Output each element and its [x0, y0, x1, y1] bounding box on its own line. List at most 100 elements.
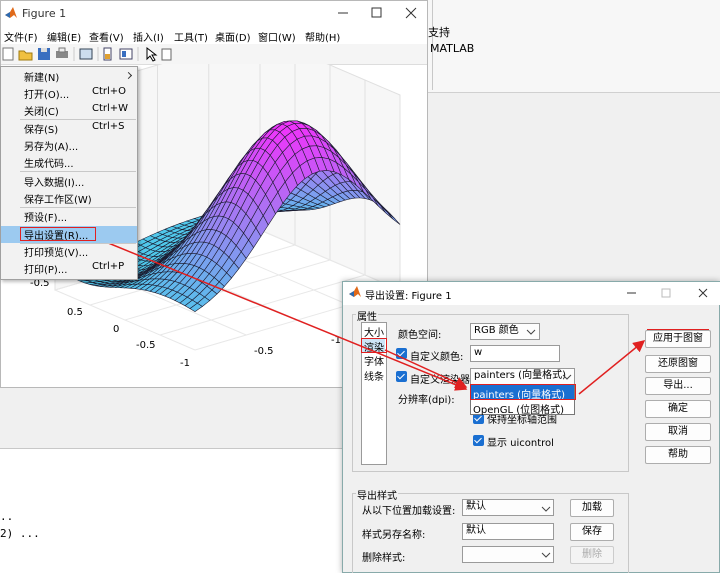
dialog-controls[interactable] [620, 284, 720, 302]
menu-item[interactable]: 导入数据(I)... [24, 178, 85, 189]
tick-label: 0 [113, 324, 120, 335]
highlight-box [20, 227, 96, 241]
menu-item[interactable]: 插入(I) [133, 33, 164, 44]
tick-label: -0.5 [254, 346, 274, 357]
field-label: 分辨率(dpi): [398, 395, 455, 406]
group-title: 属性 [356, 308, 378, 323]
plot-shape [189, 302, 203, 312]
window-controls[interactable] [330, 4, 425, 22]
menu-shortcut: Ctrl+S [92, 121, 125, 132]
button[interactable]: 应用于图窗 [645, 330, 711, 348]
button[interactable]: 保存 [570, 523, 614, 541]
tick-label: -1 [180, 358, 190, 369]
checkbox[interactable] [396, 348, 407, 359]
tick-label: -1 [331, 335, 341, 346]
matlab-toolstrip [428, 0, 720, 93]
dropdown-arrow [541, 552, 551, 558]
field-label: 颜色空间: [398, 330, 442, 341]
plot-shape [124, 259, 331, 321]
field-label: 样式另存名称: [362, 530, 426, 541]
menu-shortcut: Ctrl+O [92, 86, 127, 97]
dialog-title: 导出设置: Figure 1 [365, 291, 452, 302]
menu-separator [20, 207, 136, 208]
menu-item[interactable]: 桌面(D) [215, 33, 251, 44]
menu-item[interactable]: 打印(P)... [24, 265, 68, 276]
checkbox[interactable] [473, 435, 484, 446]
checkbox[interactable] [473, 413, 484, 424]
menu-item[interactable]: 编辑(E) [47, 33, 82, 44]
menu-item[interactable]: 导出设置(R)... [24, 231, 89, 242]
menu-item[interactable]: 打开(O)... [24, 90, 70, 101]
dropdown[interactable] [462, 546, 554, 563]
field-label: 删除样式: [362, 553, 406, 564]
menu-item[interactable]: 查看(V) [89, 33, 124, 44]
plot-shape [54, 289, 196, 351]
button[interactable]: 帮助 [645, 446, 711, 464]
highlight-box [361, 338, 387, 353]
dropdown-arrow [541, 506, 551, 512]
checkbox[interactable] [396, 371, 407, 382]
menu-item[interactable]: 关闭(C) [24, 107, 59, 118]
menu-item[interactable]: 预设(F)... [24, 213, 68, 224]
menu-highlight [1, 226, 137, 243]
text-input[interactable]: w [470, 345, 560, 362]
option-selection [471, 385, 574, 399]
dropdown[interactable]: RGB 颜色 [470, 323, 540, 340]
list-item[interactable]: 渲染 [364, 343, 384, 354]
command-line: .. [0, 510, 14, 523]
plot-shape [259, 229, 401, 291]
menu-item[interactable]: 保存工作区(W) [24, 195, 92, 206]
toolbar-text: MATLAB [430, 42, 475, 55]
dropdown-arrow [562, 374, 572, 380]
text-input[interactable]: 默认 [462, 523, 554, 540]
highlight-box [470, 384, 576, 400]
dropdown[interactable]: 默认 [462, 499, 554, 516]
button[interactable]: 加载 [570, 499, 614, 517]
dropdown-option[interactable]: painters (向量格式) [473, 390, 565, 401]
menu-shortcut: Ctrl+W [92, 103, 129, 114]
window-title: Figure 1 [22, 7, 67, 20]
tick-label: 0.5 [67, 307, 83, 318]
menu-item[interactable]: 另存为(A)... [24, 142, 79, 153]
list-item[interactable]: 大小 [364, 328, 384, 339]
menu-item[interactable]: 帮助(H) [305, 33, 341, 44]
menu-item[interactable]: 保存(S) [24, 125, 59, 136]
dropdown-arrow [526, 329, 536, 335]
button[interactable]: 还原图窗 [645, 355, 711, 373]
list-item[interactable]: 字体 [364, 357, 384, 368]
button[interactable]: 导出... [645, 377, 711, 395]
field-label: 自定义渲染器: [410, 375, 474, 386]
menu-bar [1, 27, 427, 44]
matlab-icon [349, 286, 361, 297]
dropdown-option[interactable]: OpenGL (位图格式) [473, 405, 565, 416]
menu-item[interactable]: 文件(F) [4, 33, 38, 44]
menu-item[interactable]: 新建(N) [24, 73, 60, 84]
field-label: 显示 uicontrol [487, 438, 554, 449]
menu-item[interactable]: 窗口(W) [258, 33, 296, 44]
toolbar-icons[interactable] [2, 46, 172, 62]
field-label: 从以下位置加载设置: [362, 506, 456, 517]
separator [432, 0, 433, 90]
command-line: 2) ... [0, 527, 40, 540]
button: 删除 [570, 546, 614, 564]
button[interactable]: 确定 [645, 400, 711, 418]
menu-separator [20, 243, 136, 244]
matlab-icon [5, 7, 17, 18]
tick-label: -0.5 [30, 278, 50, 289]
menu-shortcut: Ctrl+P [92, 261, 125, 272]
tick-label: -0.5 [136, 340, 156, 351]
menu-item[interactable]: 工具(T) [174, 33, 208, 44]
field-label: 保持坐标轴范围 [487, 415, 557, 426]
group-box [352, 493, 629, 573]
button[interactable]: 取消 [645, 423, 711, 441]
menu-separator [20, 171, 136, 172]
group-box [352, 314, 629, 472]
group-title: 导出样式 [356, 487, 398, 502]
menu-item[interactable]: 打印预览(V)... [24, 248, 89, 259]
dialog-titlebar [343, 282, 720, 305]
list-item[interactable]: 线条 [364, 372, 384, 383]
file-menu [0, 66, 138, 280]
menu-item[interactable]: 生成代码... [24, 159, 74, 170]
